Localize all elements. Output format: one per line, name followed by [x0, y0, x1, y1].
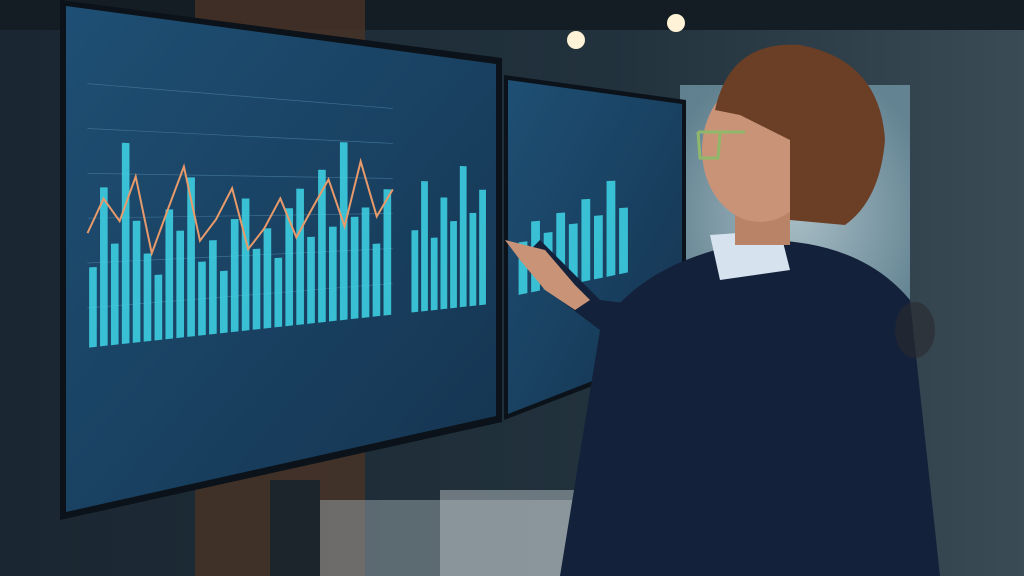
- suit-jacket: [560, 240, 940, 576]
- chart-bar: [132, 220, 141, 343]
- chart-bar: [307, 236, 315, 324]
- chart-bar: [219, 270, 228, 334]
- chart-bar: [329, 226, 337, 322]
- chart-bar: [318, 169, 326, 323]
- chart-bar: [479, 189, 486, 306]
- chart-bar: [252, 248, 261, 330]
- ceiling-light: [667, 14, 685, 32]
- gridline: [87, 128, 393, 144]
- chart-bar: [469, 212, 477, 307]
- chart-bar: [383, 189, 392, 316]
- chart-bar: [100, 187, 108, 347]
- chart-bar: [121, 142, 130, 345]
- monitor-stand: [270, 480, 320, 576]
- chart-bar: [372, 243, 381, 317]
- gridline: [87, 83, 393, 109]
- chart-bar: [263, 228, 272, 329]
- chart-bar: [350, 216, 359, 320]
- chart-bar: [421, 181, 428, 312]
- chart-bar: [209, 240, 217, 335]
- chart-bar: [581, 198, 591, 282]
- chart-bar: [568, 223, 578, 285]
- chair: [440, 490, 580, 576]
- chart-bar: [198, 261, 206, 336]
- chart-bar: [619, 207, 628, 275]
- chart-line: [86, 157, 394, 257]
- chart-bar: [606, 180, 616, 277]
- chart-bar: [361, 207, 370, 318]
- chart-bar: [285, 208, 294, 327]
- chart-bar: [593, 215, 603, 280]
- chart-bar: [154, 274, 163, 341]
- chart-bar: [450, 221, 457, 309]
- chart-bar: [165, 209, 174, 340]
- chart-bar: [241, 198, 250, 331]
- chart-bar: [440, 197, 448, 310]
- left-screen-chart: [86, 83, 486, 348]
- hair: [715, 44, 885, 226]
- ceiling-light: [567, 31, 585, 49]
- chart-bar: [230, 218, 239, 333]
- chart-bar: [89, 267, 97, 348]
- chart-bar: [274, 257, 283, 328]
- background-person: [895, 302, 935, 358]
- hand: [505, 240, 590, 310]
- chart-bar: [339, 142, 348, 321]
- chart-bar: [296, 188, 304, 326]
- chart-bar: [187, 177, 195, 337]
- man-in-suit: [505, 44, 940, 576]
- glasses: [696, 130, 745, 160]
- chart-bar: [430, 237, 438, 311]
- chart-bar: [110, 243, 119, 346]
- chart-bar: [459, 166, 467, 308]
- chart-bar: [411, 230, 419, 313]
- chart-bar: [176, 230, 184, 339]
- chart-bar: [143, 253, 152, 342]
